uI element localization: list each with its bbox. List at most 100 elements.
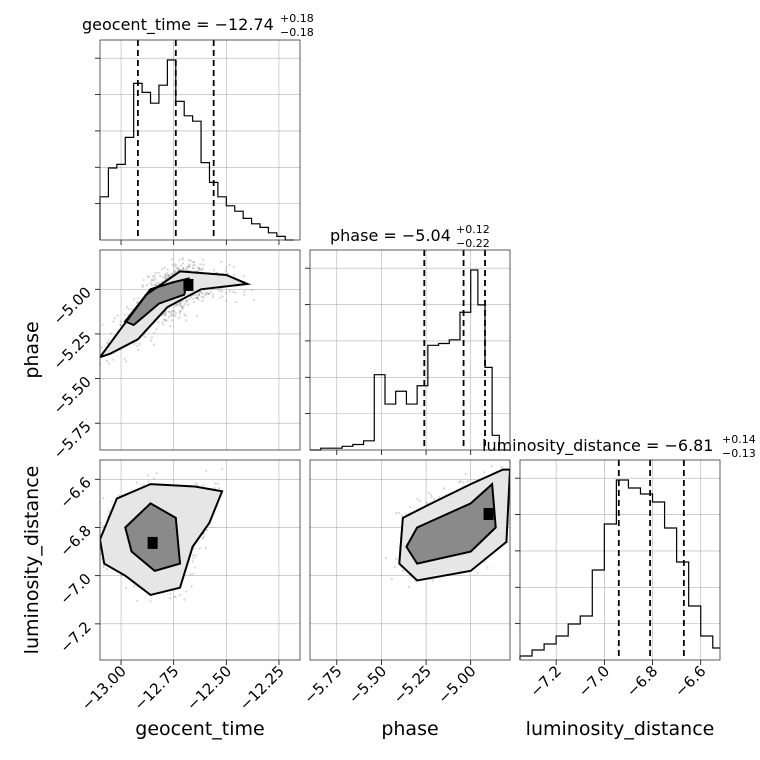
scatter-point xyxy=(179,309,182,312)
scatter-point xyxy=(252,299,256,302)
scatter-point xyxy=(183,313,186,316)
scatter-point xyxy=(136,301,139,304)
scatter-point xyxy=(197,298,200,301)
scatter-point xyxy=(142,278,145,282)
scatter-point xyxy=(181,257,184,260)
scatter-point xyxy=(511,475,513,477)
title-luminosity-distance: luminosity_distance = −6.81 +0.14 −0.13 xyxy=(482,433,756,460)
scatter-point xyxy=(113,317,116,320)
scatter-point xyxy=(173,270,176,274)
pair-2-xtick-label-3: −5.00 xyxy=(434,662,479,707)
scatter-point xyxy=(125,360,128,363)
pair-2-xtick-label-1: −5.50 xyxy=(345,662,390,707)
scatter-point xyxy=(192,261,195,264)
scatter-point xyxy=(161,321,164,324)
scatter-point xyxy=(97,572,99,574)
scatter-point xyxy=(195,314,199,318)
scatter-point xyxy=(169,314,172,317)
scatter-point xyxy=(178,316,181,319)
scatter-point xyxy=(202,292,205,296)
scatter-point xyxy=(205,529,209,532)
scatter-point xyxy=(94,520,96,522)
scatter-point xyxy=(175,303,178,306)
scatter-point xyxy=(196,296,199,299)
scatter-point xyxy=(202,484,205,487)
scatter-point xyxy=(147,275,151,279)
scatter-point xyxy=(517,537,519,539)
scatter-point xyxy=(510,554,512,556)
scatter-point xyxy=(201,299,204,302)
scatter-point xyxy=(88,355,90,357)
scatter-point xyxy=(116,314,119,317)
scatter-point xyxy=(184,299,188,302)
scatter-point xyxy=(207,292,211,295)
scatter-point xyxy=(125,586,128,589)
scatter-point xyxy=(169,324,172,328)
scatter-point xyxy=(167,274,170,277)
hist-phase-frame xyxy=(309,249,511,451)
scatter-point xyxy=(119,324,123,327)
scatter-point xyxy=(202,263,205,266)
scatter-point xyxy=(174,311,178,315)
scatter-point xyxy=(226,272,229,275)
scatter-point xyxy=(204,546,208,550)
scatter-point xyxy=(191,560,194,563)
scatter-point xyxy=(176,266,179,269)
scatter-point xyxy=(192,300,195,304)
pair-1-xtick-label-1: −12.75 xyxy=(131,662,183,714)
scatter-point xyxy=(193,566,197,569)
scatter-point xyxy=(409,505,412,509)
scatter-point xyxy=(198,547,201,550)
scatter-point xyxy=(164,311,167,314)
scatter-point xyxy=(141,284,144,287)
scatter-point xyxy=(234,300,237,304)
scatter-point xyxy=(119,320,122,323)
scatter-point xyxy=(154,271,157,274)
scatter-point xyxy=(511,551,513,553)
scatter-point xyxy=(176,267,179,270)
pair-1-ytick-label-0: −7.2 xyxy=(56,618,94,656)
scatter-point xyxy=(197,266,200,270)
scatter-point xyxy=(153,277,157,280)
scatter-point xyxy=(190,585,193,588)
scatter-point xyxy=(164,318,167,321)
scatter-point xyxy=(185,319,188,322)
scatter-point xyxy=(135,481,138,484)
scatter-point xyxy=(224,269,227,272)
scatter-point xyxy=(123,357,126,361)
scatter-point xyxy=(112,320,115,323)
scatter-point xyxy=(150,336,154,339)
hist-geocent_time-step xyxy=(99,59,294,241)
scatter-point xyxy=(181,258,184,261)
scatter-point xyxy=(233,274,236,277)
scatter-point xyxy=(199,263,202,266)
scatter-point xyxy=(167,310,170,313)
scatter-point xyxy=(490,465,493,468)
pair-1-xtick-label-2: −12.50 xyxy=(183,662,235,714)
scatter-point xyxy=(199,267,202,270)
density-peak xyxy=(147,536,158,549)
scatter-point xyxy=(155,284,158,287)
scatter-point xyxy=(199,290,202,293)
scatter-point xyxy=(198,294,201,297)
hist-luminosity_distance-xtick-label-1: −7.0 xyxy=(575,662,613,700)
scatter-point xyxy=(155,282,158,285)
hist-panel-phase xyxy=(305,249,511,455)
scatter-point xyxy=(181,299,184,303)
scatter-point xyxy=(242,275,245,278)
scatter-point xyxy=(144,336,147,339)
hist-luminosity_distance-xtick-label-0: −7.2 xyxy=(526,662,564,700)
scatter-point xyxy=(105,341,109,344)
title-geocent-time-prefix: geocent_time = −12.74 xyxy=(82,15,274,35)
scatter-point xyxy=(164,276,167,279)
scatter-point xyxy=(110,332,113,335)
scatter-point xyxy=(147,480,150,483)
scatter-point xyxy=(442,487,445,490)
scatter-point xyxy=(220,467,224,471)
scatter-point xyxy=(170,273,173,276)
scatter-point xyxy=(153,274,156,277)
scatter-point xyxy=(243,290,246,293)
scatter-point xyxy=(221,295,224,298)
scatter-point xyxy=(170,310,174,313)
scatter-point xyxy=(179,302,182,305)
